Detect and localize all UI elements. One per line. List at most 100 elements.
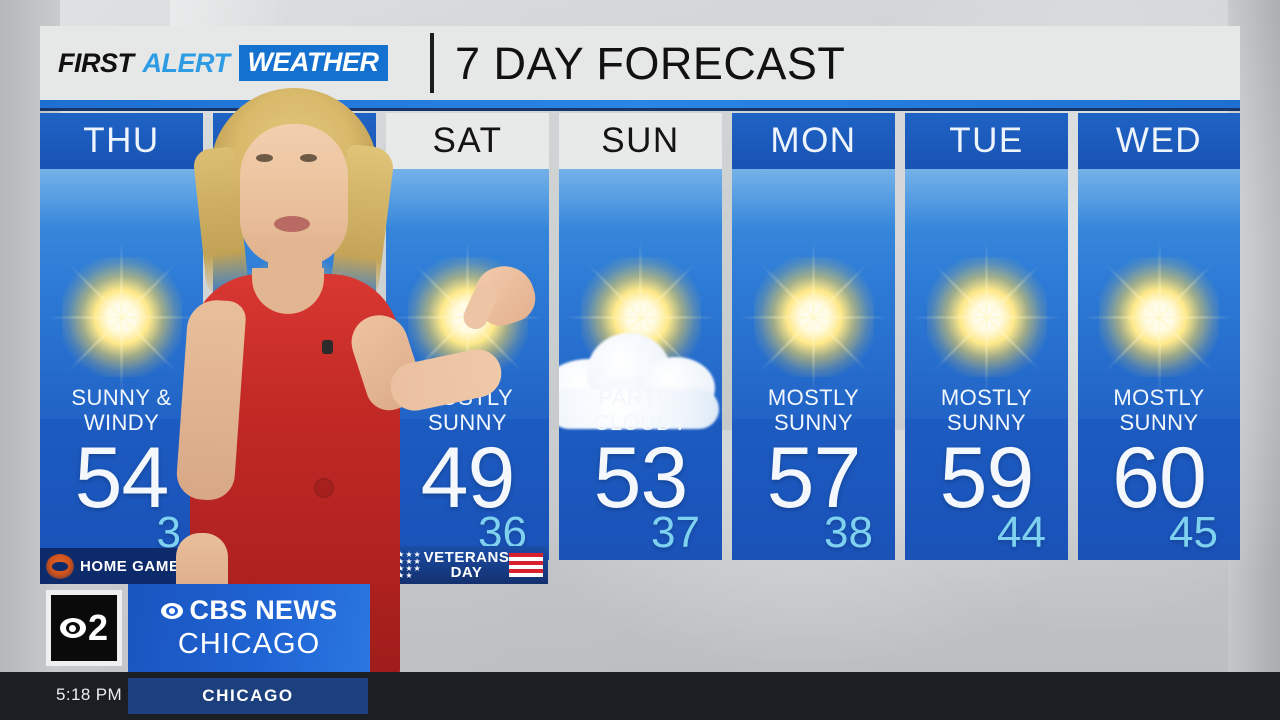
anchor-eye-left <box>256 154 273 162</box>
sky-haze-tue <box>905 169 1068 229</box>
channel-number: 2 <box>87 607 109 648</box>
location-label: CHICAGO <box>202 686 294 705</box>
header-blue-rule <box>40 100 1240 108</box>
anchor-face <box>240 124 348 266</box>
condition-text-thu: SUNNY & WINDY <box>40 385 203 435</box>
high-temp-thu: 54 <box>74 430 170 526</box>
network-line-1-row: CBS NEWS <box>160 595 338 626</box>
high-temp-sat: 49 <box>420 430 516 526</box>
low-temp-wed: 45 <box>1169 508 1218 557</box>
high-temp-sun: 53 <box>593 430 689 526</box>
condition-line-2: SUNNY <box>946 410 1026 435</box>
sky-backdrop-tue <box>905 169 1068 419</box>
high-temp-wed: 60 <box>1112 430 1207 526</box>
header-divider <box>430 33 434 93</box>
sun-ray-horizontal <box>46 315 197 319</box>
sky-haze-sun <box>559 169 722 229</box>
condition-text-mon: MOSTLY SUNNY <box>732 385 895 435</box>
forecast-column-thu[interactable]: THU SUNNY & WINDY 54 3 <box>40 113 203 560</box>
condition-line-1: PARTLY <box>598 385 683 410</box>
forecast-column-sun[interactable]: SUN PARTLY CLOUDY 53 37 <box>559 113 722 560</box>
page-title: 7 DAY FORECAST <box>455 38 846 89</box>
cbs-eye-icon <box>160 602 183 619</box>
sun-ray-vertical <box>120 242 123 392</box>
veterans-line-1: VETERANS <box>423 549 510 566</box>
condition-line-1: MOSTLY <box>767 385 860 410</box>
day-label-thu: THU <box>40 113 203 169</box>
condition-line-2: WINDY <box>83 410 160 435</box>
day-label-sat: SAT <box>386 113 549 169</box>
sun-ray-horizontal <box>1084 315 1234 319</box>
cbs-channel-logo: 2 <box>46 590 122 666</box>
condition-line-2: CLOUDY <box>593 410 688 435</box>
sky-backdrop-sun <box>559 169 722 429</box>
anchor-eye-right <box>300 154 317 162</box>
sky-haze-thu <box>40 169 203 229</box>
flag-stripes-icon <box>509 553 543 577</box>
sun-icon <box>738 242 889 392</box>
forecast-column-tue[interactable]: TUE MOSTLY SUNNY 59 44 <box>905 113 1068 560</box>
day-label-sun: SUN <box>559 113 722 169</box>
condition-line-2: SUNNY <box>773 410 853 435</box>
veterans-day-label: VETERANS DAY <box>424 550 510 580</box>
network-line-2: CHICAGO <box>177 628 321 660</box>
sun-icon <box>911 242 1062 392</box>
cbs-eye-icon <box>59 618 86 638</box>
dress-button <box>316 480 332 496</box>
home-game-badge: HOME GAME <box>40 548 203 584</box>
network-line-1: CBS NEWS <box>189 595 338 625</box>
forecast-column-mon[interactable]: MON MOSTLY SUNNY 57 38 <box>732 113 895 560</box>
day-label-wed: WED <box>1078 113 1240 169</box>
sun-ray-vertical <box>1157 242 1161 392</box>
condition-text-tue: MOSTLY SUNNY <box>905 385 1068 435</box>
bears-logo-icon <box>46 553 74 579</box>
veterans-day-badge: ★★★★ ★★★★ ★★★★ ★★★ VETERANS DAY <box>385 546 548 584</box>
high-temp-mon: 57 <box>766 430 862 526</box>
sky-haze-sat <box>386 169 549 229</box>
cbs-logo-inner: 2 <box>51 595 117 661</box>
brand-weather-text: WEATHER <box>238 45 388 81</box>
high-temp-tue: 59 <box>939 430 1035 526</box>
condition-line-1: SUNNY & <box>71 385 172 410</box>
cloud-icon <box>559 319 722 429</box>
flag-stars-icon: ★★★★ ★★★★ ★★★★ ★★★ <box>389 551 422 579</box>
forecast-column-wed[interactable]: WED MOSTLY SUNNY 60 45 <box>1078 113 1240 560</box>
sun-ray-horizontal <box>911 315 1062 319</box>
brand-first-text: FIRST <box>58 47 134 78</box>
low-temp-tue: 44 <box>997 508 1046 557</box>
home-game-label: HOME GAME <box>80 557 180 575</box>
sky-haze-mon <box>732 169 895 229</box>
brand-alert-text: ALERT <box>142 47 231 78</box>
condition-text-wed: MOSTLY SUNNY <box>1078 385 1240 435</box>
condition-line-1: MOSTLY <box>940 385 1033 410</box>
low-temp-mon: 38 <box>824 508 873 557</box>
sky-backdrop-mon <box>732 169 895 419</box>
condition-line-2: SUNNY <box>427 410 507 435</box>
first-alert-weather-logo: FIRST ALERT WEATHER <box>58 45 388 81</box>
sun-ray-vertical <box>812 242 815 392</box>
day-label-mon: MON <box>732 113 895 169</box>
condition-line-2: SUNNY <box>1119 410 1199 435</box>
location-chip: CHICAGO <box>128 678 368 714</box>
day-label-tue: TUE <box>905 113 1068 169</box>
network-name-panel: CBS NEWS CHICAGO <box>128 584 370 672</box>
sky-haze-wed <box>1078 169 1240 229</box>
sky-backdrop-thu <box>40 169 203 419</box>
veterans-line-2: DAY <box>450 564 483 581</box>
condition-text-sun: PARTLY CLOUDY <box>559 385 722 435</box>
station-lower-third: 2 CBS NEWS CHICAGO <box>40 584 370 672</box>
clock-time: 5:18 PM <box>56 685 123 704</box>
anchor-mouth <box>274 216 310 232</box>
sun-icon <box>46 242 197 392</box>
sun-icon <box>1084 242 1234 392</box>
cloud-base <box>559 389 719 429</box>
seven-day-forecast-strip: THU SUNNY & WINDY 54 3 FRI <box>40 113 1240 563</box>
header-navy-rule <box>40 108 1240 111</box>
lapel-microphone-icon <box>322 340 333 354</box>
sky-backdrop-wed <box>1078 169 1240 419</box>
condition-line-1: MOSTLY <box>1113 385 1205 410</box>
low-temp-sun: 37 <box>651 508 700 557</box>
sun-ray-horizontal <box>738 315 889 319</box>
broadcast-bottom-bar: 5:18 PM CHICAGO <box>0 672 1280 720</box>
sun-ray-vertical <box>985 242 988 392</box>
